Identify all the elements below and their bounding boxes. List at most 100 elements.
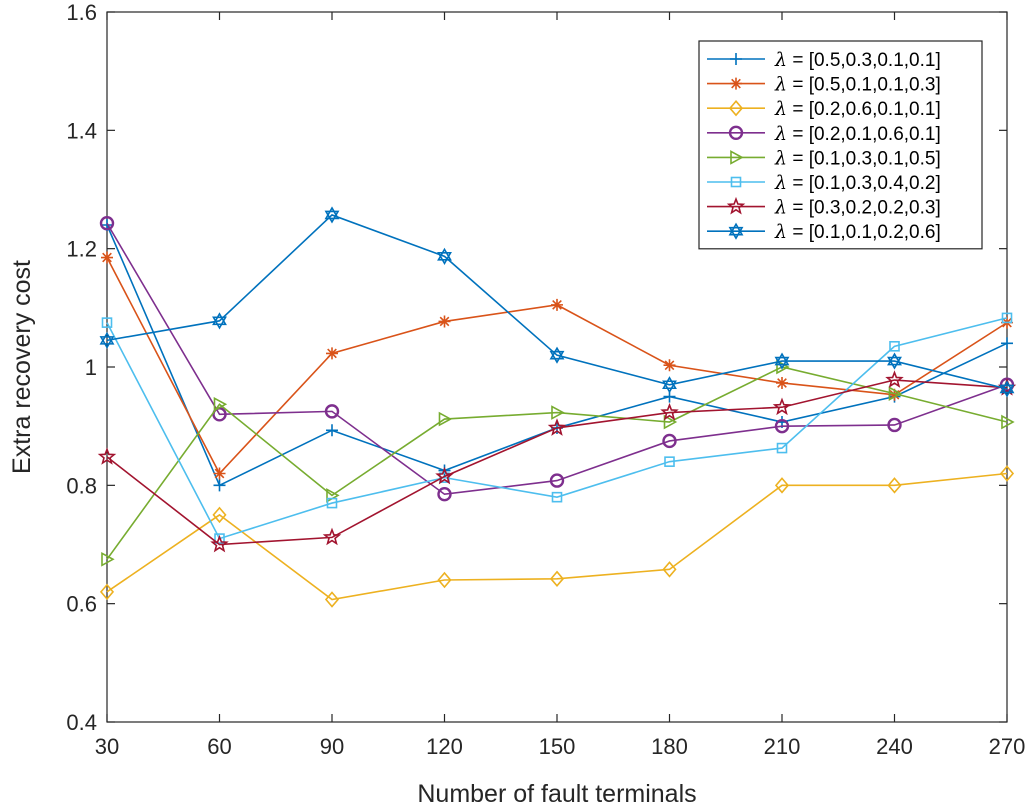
data-point bbox=[214, 533, 225, 544]
data-point bbox=[549, 346, 565, 364]
x-tick-label: 210 bbox=[764, 734, 801, 759]
series-5 bbox=[101, 359, 1015, 567]
data-point bbox=[212, 506, 227, 524]
data-point bbox=[772, 397, 792, 416]
legend-item: λ = [0.5,0.1,0.1,0.3] bbox=[707, 74, 941, 96]
data-point bbox=[213, 396, 228, 412]
series-8 bbox=[99, 206, 1015, 398]
data-point bbox=[324, 206, 340, 224]
series-line bbox=[106, 366, 1008, 560]
data-point bbox=[437, 571, 452, 589]
data-point bbox=[887, 417, 902, 433]
legend-label: λ = [0.2,0.6,0.1,0.1] bbox=[774, 98, 941, 120]
data-point bbox=[99, 583, 115, 601]
data-point bbox=[888, 388, 901, 401]
legend-label: λ = [0.5,0.3,0.1,0.1] bbox=[774, 49, 941, 71]
y-tick-label: 1 bbox=[85, 355, 97, 380]
legend-marker bbox=[728, 222, 744, 240]
data-point bbox=[97, 447, 117, 465]
series-6 bbox=[101, 312, 1013, 544]
data-point bbox=[999, 380, 1015, 398]
y-tick-label: 1.4 bbox=[66, 118, 97, 143]
legend-item: λ = [0.1,0.3,0.4,0.2] bbox=[707, 172, 941, 194]
legend-label: λ = [0.2,0.1,0.6,0.1] bbox=[774, 123, 941, 145]
legend-item: λ = [0.3,0.2,0.2,0.3] bbox=[707, 197, 941, 219]
legend-item: λ = [0.2,0.6,0.1,0.1] bbox=[707, 98, 941, 120]
legend-item: λ = [0.2,0.1,0.6,0.1] bbox=[707, 123, 941, 145]
data-point bbox=[662, 376, 677, 394]
x-tick-label: 60 bbox=[207, 734, 231, 759]
axis-ticks: 30 60 90 120 150 180 210 240 270 0.4 0.6 0.8 1 1.2 1.4… bbox=[66, 0, 1025, 759]
legend-marker bbox=[728, 125, 744, 141]
legend-label: λ = [0.1,0.3,0.1,0.5] bbox=[774, 147, 941, 169]
data-point bbox=[438, 315, 451, 328]
data-point bbox=[549, 473, 565, 488]
data-point bbox=[662, 561, 677, 578]
legend-item: λ = [0.5,0.3,0.1,0.1] bbox=[707, 49, 941, 71]
data-point bbox=[660, 402, 679, 421]
series-layer bbox=[97, 206, 1017, 608]
data-point bbox=[549, 570, 565, 588]
legend-marker bbox=[730, 77, 742, 90]
data-point bbox=[776, 376, 788, 389]
legend: λ = [0.5,0.3,0.1,0.1] λ = [0.5,0.1,0.1,0.… bbox=[698, 40, 983, 250]
series-3 bbox=[99, 465, 1015, 608]
data-point bbox=[663, 359, 676, 372]
series-line bbox=[106, 317, 1008, 540]
data-point bbox=[438, 411, 453, 427]
data-point bbox=[435, 466, 454, 485]
x-tick-label: 180 bbox=[651, 734, 688, 759]
data-point bbox=[551, 405, 565, 420]
data-point bbox=[213, 479, 226, 492]
x-tick-label: 120 bbox=[426, 734, 463, 759]
data-point bbox=[101, 251, 113, 264]
x-tick-label: 240 bbox=[876, 734, 913, 759]
y-axis-label: Extra recovery cost bbox=[8, 260, 36, 474]
y-tick-label: 1.6 bbox=[66, 0, 97, 25]
y-tick-label: 0.6 bbox=[66, 592, 97, 617]
series-2 bbox=[101, 251, 1013, 480]
y-tick-label: 0.8 bbox=[66, 473, 97, 498]
series-line bbox=[106, 222, 1008, 496]
legend-label: λ = [0.1,0.3,0.4,0.2] bbox=[774, 172, 941, 194]
data-point bbox=[99, 216, 115, 231]
data-point bbox=[774, 352, 790, 370]
legend-marker bbox=[728, 99, 744, 117]
data-point bbox=[774, 418, 790, 434]
data-point bbox=[99, 331, 115, 349]
data-point bbox=[547, 418, 567, 436]
legend-label: λ = [0.5,0.1,0.1,0.3] bbox=[774, 74, 941, 96]
data-point bbox=[210, 534, 229, 553]
x-tick-label: 270 bbox=[989, 734, 1026, 759]
data-point bbox=[437, 247, 452, 265]
data-point bbox=[1001, 414, 1015, 430]
y-tick-label: 0.4 bbox=[66, 710, 97, 735]
data-point bbox=[324, 404, 340, 419]
series-line bbox=[106, 214, 1008, 390]
series-line bbox=[106, 472, 1008, 601]
data-point bbox=[326, 497, 338, 509]
x-tick-label: 90 bbox=[320, 734, 344, 759]
data-point bbox=[887, 352, 902, 370]
data-point bbox=[326, 347, 338, 360]
data-point bbox=[322, 527, 342, 546]
data-point bbox=[885, 370, 904, 388]
data-point bbox=[662, 433, 677, 449]
legend-item: λ = [0.1,0.1,0.2,0.6] bbox=[707, 221, 941, 243]
data-point bbox=[101, 317, 113, 328]
legend-label: λ = [0.1,0.1,0.2,0.6] bbox=[774, 221, 941, 243]
legend-box bbox=[698, 40, 983, 250]
data-point bbox=[439, 472, 450, 483]
data-point bbox=[664, 456, 675, 467]
data-point bbox=[999, 465, 1015, 482]
data-point bbox=[324, 591, 340, 608]
data-point bbox=[101, 551, 115, 567]
data-point bbox=[776, 442, 788, 454]
legend-marker bbox=[730, 150, 744, 165]
data-point bbox=[887, 477, 902, 494]
data-point bbox=[888, 386, 903, 401]
data-point bbox=[212, 312, 227, 330]
x-axis-label: Number of fault terminals bbox=[417, 780, 696, 808]
data-point bbox=[889, 340, 900, 352]
